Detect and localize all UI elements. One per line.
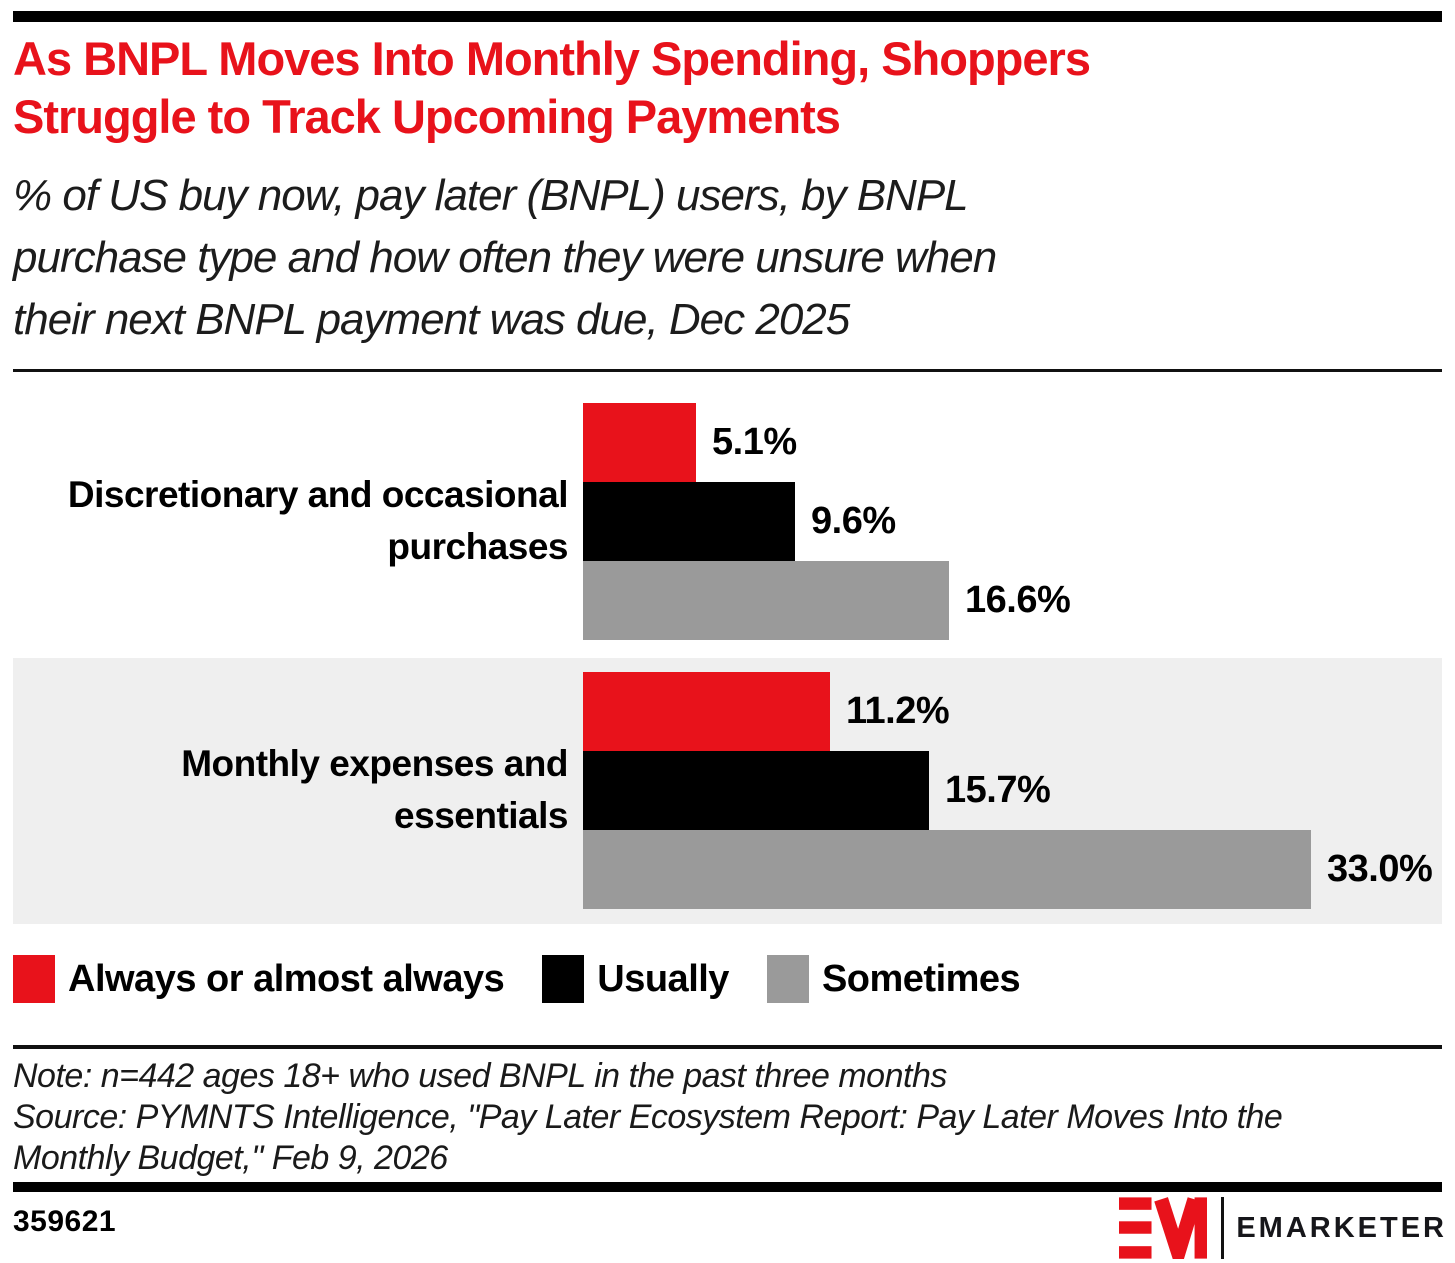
legend-label: Sometimes — [821, 958, 1021, 1000]
bar-value-label: 16.6% — [965, 579, 1071, 621]
category-label-monthly: Monthly expenses and essentials — [13, 738, 568, 842]
bar-monthly-usually: 15.7% — [583, 751, 1051, 830]
bar-value-label: 15.7% — [945, 769, 1051, 811]
brand-wordmark: EMARKETER — [1236, 1212, 1447, 1244]
source-line: Source: PYMNTS Intelligence, "Pay Later … — [13, 1098, 1283, 1136]
bar-monthly-always: 11.2% — [583, 672, 950, 751]
legend-swatch-black — [542, 955, 585, 1003]
bar-discretionary-sometimes: 16.6% — [583, 561, 1071, 640]
chart-title-line-1: As BNPL Moves Into Monthly Spending, Sho… — [13, 32, 1091, 85]
emarketer-logo: EMARKETER — [1119, 1196, 1447, 1260]
category-label-line: Monthly expenses and — [181, 743, 568, 784]
em-monogram-icon — [1119, 1197, 1208, 1259]
chart-subtitle-line-2: purchase type and how often they were un… — [13, 233, 997, 282]
chart-legend: Always or almost always Usually Sometime… — [13, 955, 1021, 1003]
legend-item-usually: Usually — [542, 955, 729, 1003]
legend-label: Always or almost always — [68, 958, 505, 1000]
chart-notes: Note: n=442 ages 18+ who used BNPL in th… — [13, 1056, 1283, 1179]
bar-monthly-sometimes: 33.0% — [583, 830, 1433, 909]
bar-value-label: 9.6% — [811, 500, 896, 542]
note-line: Note: n=442 ages 18+ who used BNPL in th… — [13, 1057, 947, 1095]
header-divider-rule — [13, 369, 1442, 372]
top-divider-bar — [13, 11, 1442, 22]
legend-swatch-red — [13, 955, 55, 1003]
category-label-line: purchases — [387, 526, 568, 567]
logo-separator — [1221, 1197, 1225, 1259]
bar-value-label: 33.0% — [1327, 848, 1433, 890]
chart-title-line-2: Struggle to Track Upcoming Payments — [13, 90, 841, 143]
legend-item-sometimes: Sometimes — [766, 955, 1021, 1003]
chart-subtitle-line-1: % of US buy now, pay later (BNPL) users,… — [13, 171, 969, 220]
bar-discretionary-usually: 9.6% — [583, 482, 896, 561]
bar-discretionary-always: 5.1% — [583, 403, 797, 482]
bar-value-label: 11.2% — [846, 690, 950, 732]
source-line: Monthly Budget," Feb 9, 2026 — [13, 1139, 448, 1177]
category-label-discretionary: Discretionary and occasional purchases — [13, 469, 569, 573]
chart-subtitle: % of US buy now, pay later (BNPL) users,… — [13, 165, 997, 351]
footnote-divider-rule — [13, 1045, 1442, 1049]
legend-item-always: Always or almost always — [13, 955, 505, 1003]
legend-swatch-gray — [766, 955, 809, 1003]
chart-id-number: 359621 — [13, 1205, 117, 1238]
legend-label: Usually — [597, 958, 729, 1000]
bar-value-label: 5.1% — [712, 421, 797, 463]
chart-subtitle-line-3: their next BNPL payment was due, Dec 202… — [13, 295, 850, 344]
category-label-line: Discretionary and occasional — [67, 474, 569, 515]
bottom-divider-bar — [13, 1182, 1442, 1192]
chart-title: As BNPL Moves Into Monthly Spending, Sho… — [13, 30, 1091, 146]
category-label-line: essentials — [394, 795, 568, 836]
